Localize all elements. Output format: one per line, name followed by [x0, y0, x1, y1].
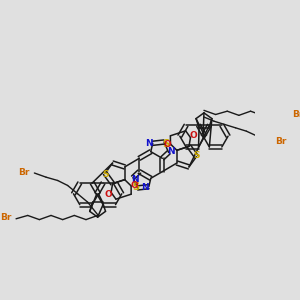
Text: S: S — [102, 170, 108, 179]
Text: N: N — [141, 183, 148, 192]
Text: N: N — [146, 139, 153, 148]
Text: S: S — [132, 182, 140, 192]
Text: N: N — [167, 147, 175, 156]
Text: O: O — [105, 190, 112, 199]
Text: Br: Br — [292, 110, 300, 119]
Text: O: O — [130, 181, 138, 190]
Text: S: S — [162, 139, 169, 149]
Text: Br: Br — [275, 137, 286, 146]
Text: Br: Br — [0, 213, 11, 222]
Text: S: S — [193, 151, 200, 160]
Text: N: N — [131, 175, 138, 184]
Text: O: O — [163, 140, 171, 149]
Text: Br: Br — [18, 168, 29, 177]
Text: O: O — [189, 131, 197, 140]
